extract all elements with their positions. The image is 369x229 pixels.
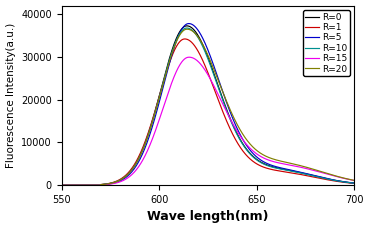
Line: R=10: R=10 [62, 28, 354, 185]
R=5 [344, 181, 348, 183]
R=0 [202, 46, 206, 49]
R=15 [59, 184, 64, 187]
R=15 [187, 56, 192, 59]
R=1 [352, 182, 356, 185]
Legend: R=0, R=1, R=5, R=10, R=15, R=20: R=0, R=1, R=5, R=10, R=15, R=20 [303, 10, 350, 76]
R=1 [74, 184, 79, 187]
R=0 [352, 182, 356, 185]
R=10 [290, 170, 294, 173]
R=0 [74, 184, 79, 187]
R=5 [59, 184, 64, 187]
R=20 [290, 162, 294, 165]
R=5 [194, 27, 199, 29]
R=1 [290, 172, 294, 174]
R=1 [194, 47, 199, 49]
R=15 [74, 184, 79, 187]
R=5 [202, 40, 206, 42]
Line: R=5: R=5 [62, 24, 354, 185]
R=10 [59, 184, 64, 187]
Line: R=20: R=20 [62, 29, 354, 185]
R=1 [344, 181, 348, 184]
R=10 [184, 27, 189, 29]
R=1 [183, 38, 187, 40]
R=0 [344, 181, 348, 183]
R=15 [202, 67, 206, 70]
R=5 [352, 182, 356, 184]
R=20 [59, 184, 64, 187]
R=15 [194, 59, 199, 61]
R=5 [290, 169, 294, 172]
R=1 [59, 184, 64, 187]
R=15 [290, 164, 294, 167]
R=0 [194, 31, 199, 34]
R=10 [74, 184, 79, 187]
R=20 [344, 177, 348, 180]
R=20 [352, 179, 356, 182]
R=10 [194, 33, 199, 36]
R=10 [344, 181, 348, 184]
R=5 [74, 184, 79, 187]
R=1 [344, 181, 348, 184]
R=15 [352, 179, 356, 182]
Y-axis label: Fluorescence Intensity(a.u.): Fluorescence Intensity(a.u.) [6, 23, 15, 168]
R=5 [187, 22, 191, 25]
R=15 [344, 177, 348, 180]
X-axis label: Wave length(nm): Wave length(nm) [147, 210, 269, 224]
R=20 [202, 46, 206, 48]
Line: R=1: R=1 [62, 39, 354, 185]
R=20 [185, 28, 189, 31]
R=0 [344, 181, 348, 183]
R=0 [59, 184, 64, 187]
R=20 [194, 33, 199, 36]
R=0 [290, 169, 294, 172]
Line: R=15: R=15 [62, 57, 354, 185]
R=1 [202, 62, 206, 65]
Line: R=0: R=0 [62, 26, 354, 185]
R=10 [352, 182, 356, 185]
R=5 [344, 181, 348, 183]
R=10 [344, 181, 348, 184]
R=15 [344, 177, 348, 180]
R=20 [344, 177, 348, 180]
R=0 [184, 25, 189, 27]
R=10 [202, 48, 206, 51]
R=20 [74, 184, 79, 187]
